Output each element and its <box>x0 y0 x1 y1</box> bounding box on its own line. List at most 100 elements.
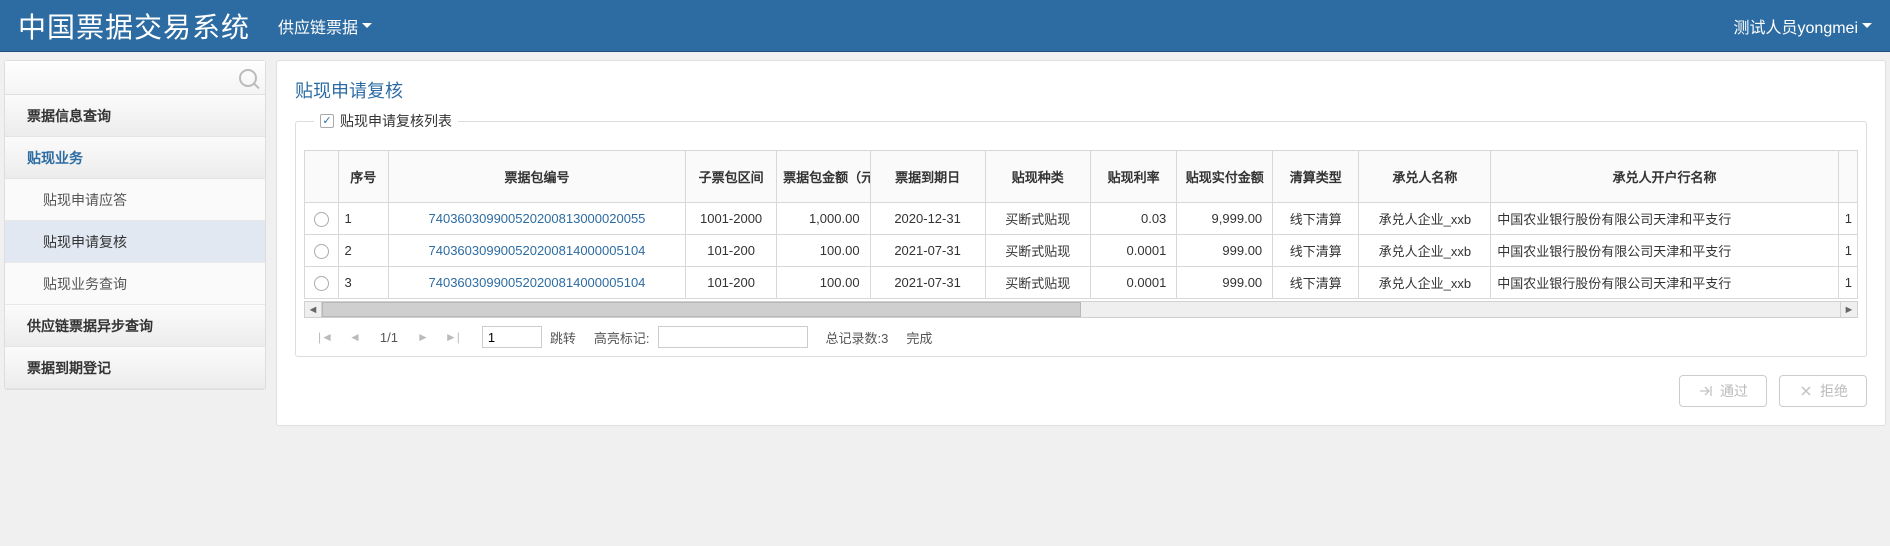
column-header: 贴现种类 <box>985 151 1090 203</box>
cell: 2 <box>338 235 388 267</box>
column-header: 贴现利率 <box>1091 151 1177 203</box>
reject-icon <box>1798 383 1814 399</box>
scroll-left-icon[interactable]: ◄ <box>305 302 322 317</box>
total-records: 总记录数:3 <box>826 328 889 347</box>
column-header: 票据到期日 <box>870 151 985 203</box>
pager-first[interactable]: |◄ <box>314 330 337 344</box>
reject-button[interactable]: 拒绝 <box>1779 375 1867 407</box>
review-table: 序号票据包编号子票包区间票据包金额（元）票据到期日贴现种类贴现利率贴现实付金额清… <box>304 150 1858 299</box>
cell: 100.00 <box>777 267 870 299</box>
cell: 承兑人企业_xxb <box>1359 267 1491 299</box>
sidebar-item[interactable]: 贴现业务查询 <box>5 263 265 305</box>
column-header <box>305 151 339 203</box>
scroll-thumb[interactable] <box>322 302 1081 317</box>
cell: 中国农业银行股份有限公司天津和平支行 <box>1491 203 1839 235</box>
package-id-link[interactable]: 740360309900520200814000005104 <box>388 267 685 299</box>
cell: 买断式贴现 <box>985 235 1090 267</box>
approve-icon <box>1698 383 1714 399</box>
cell: 0.0001 <box>1091 267 1177 299</box>
legend-label: 贴现申请复核列表 <box>340 111 452 131</box>
cell: 101-200 <box>686 267 777 299</box>
caret-down-icon <box>1862 23 1872 28</box>
cell: 承兑人企业_xxb <box>1359 203 1491 235</box>
main-panel: 贴现申请复核 ✓ 贴现申请复核列表 序号票据包编号子票包区间票据包金额（元）票据… <box>276 60 1886 426</box>
row-radio[interactable] <box>314 244 329 259</box>
cell <box>305 267 339 299</box>
column-header: 序号 <box>338 151 388 203</box>
approve-label: 通过 <box>1720 381 1748 401</box>
legend-toggle-icon[interactable]: ✓ <box>320 114 334 128</box>
row-radio[interactable] <box>314 276 329 291</box>
sidebar-item[interactable]: 贴现申请复核 <box>5 221 265 263</box>
cell: 买断式贴现 <box>985 203 1090 235</box>
table-row: 3740360309900520200814000005104101-20010… <box>305 267 1858 299</box>
search-icon[interactable] <box>239 69 257 87</box>
cell <box>305 203 339 235</box>
cell: 承兑人企业_xxb <box>1359 235 1491 267</box>
column-header: 票据包编号 <box>388 151 685 203</box>
column-header <box>1838 151 1857 203</box>
sidebar-item[interactable]: 贴现申请应答 <box>5 179 265 221</box>
sidebar-item[interactable]: 票据到期登记 <box>5 347 265 389</box>
column-header: 票据包金额（元） <box>777 151 870 203</box>
horizontal-scrollbar[interactable]: ◄ ► <box>304 301 1858 318</box>
pager-page-input[interactable] <box>482 326 542 348</box>
cell: 2020-12-31 <box>870 203 985 235</box>
pager-pages: 1/1 <box>373 330 405 345</box>
sidebar-search-input[interactable] <box>13 70 239 85</box>
highlight-input[interactable] <box>658 326 808 348</box>
pager-prev[interactable]: ◄ <box>345 330 365 344</box>
brand-title: 中国票据交易系统 <box>18 6 250 46</box>
cell: 1,000.00 <box>777 203 870 235</box>
cell: 线下清算 <box>1273 203 1359 235</box>
nav-menu-label: 供应链票据 <box>278 14 358 38</box>
pager-next[interactable]: ► <box>413 330 433 344</box>
reject-label: 拒绝 <box>1820 381 1848 401</box>
cell: 线下清算 <box>1273 235 1359 267</box>
row-radio[interactable] <box>314 212 329 227</box>
cell: 3 <box>338 267 388 299</box>
cell: 1 <box>1838 235 1857 267</box>
pager-last[interactable]: ►| <box>441 330 464 344</box>
column-header: 子票包区间 <box>686 151 777 203</box>
cell <box>305 235 339 267</box>
cell: 2021-07-31 <box>870 267 985 299</box>
cell: 中国农业银行股份有限公司天津和平支行 <box>1491 267 1839 299</box>
sidebar-item[interactable]: 供应链票据异步查询 <box>5 305 265 347</box>
cell: 买断式贴现 <box>985 267 1090 299</box>
cell: 100.00 <box>777 235 870 267</box>
column-header: 承兑人名称 <box>1359 151 1491 203</box>
cell: 9,999.00 <box>1177 203 1273 235</box>
highlight-label: 高亮标记: <box>594 328 650 347</box>
cell: 101-200 <box>686 235 777 267</box>
caret-down-icon <box>362 23 372 28</box>
cell: 999.00 <box>1177 267 1273 299</box>
column-header: 清算类型 <box>1273 151 1359 203</box>
nav-menu-supply-chain[interactable]: 供应链票据 <box>278 14 372 38</box>
cell: 999.00 <box>1177 235 1273 267</box>
approve-button[interactable]: 通过 <box>1679 375 1767 407</box>
sidebar-item[interactable]: 贴现业务 <box>5 137 265 179</box>
package-id-link[interactable]: 740360309900520200813000020055 <box>388 203 685 235</box>
cell: 1 <box>338 203 388 235</box>
user-label: 测试人员yongmei <box>1734 14 1858 38</box>
package-id-link[interactable]: 740360309900520200814000005104 <box>388 235 685 267</box>
table-row: 2740360309900520200814000005104101-20010… <box>305 235 1858 267</box>
column-header: 贴现实付金额 <box>1177 151 1273 203</box>
pager-status: 完成 <box>906 328 932 347</box>
sidebar-search <box>5 61 265 95</box>
cell: 中国农业银行股份有限公司天津和平支行 <box>1491 235 1839 267</box>
pager-jump-label[interactable]: 跳转 <box>550 328 576 347</box>
page-title: 贴现申请复核 <box>295 77 1867 103</box>
cell: 2021-07-31 <box>870 235 985 267</box>
scroll-right-icon[interactable]: ► <box>1840 302 1857 317</box>
cell: 1 <box>1838 203 1857 235</box>
scroll-track[interactable] <box>322 302 1840 317</box>
cell: 1001-2000 <box>686 203 777 235</box>
user-menu[interactable]: 测试人员yongmei <box>1734 14 1872 38</box>
top-navbar: 中国票据交易系统 供应链票据 测试人员yongmei <box>0 0 1890 52</box>
column-header: 承兑人开户行名称 <box>1491 151 1839 203</box>
cell: 线下清算 <box>1273 267 1359 299</box>
pager: |◄ ◄ 1/1 ► ►| 跳转 高亮标记: 总 <box>304 318 1858 356</box>
sidebar-item[interactable]: 票据信息查询 <box>5 95 265 137</box>
